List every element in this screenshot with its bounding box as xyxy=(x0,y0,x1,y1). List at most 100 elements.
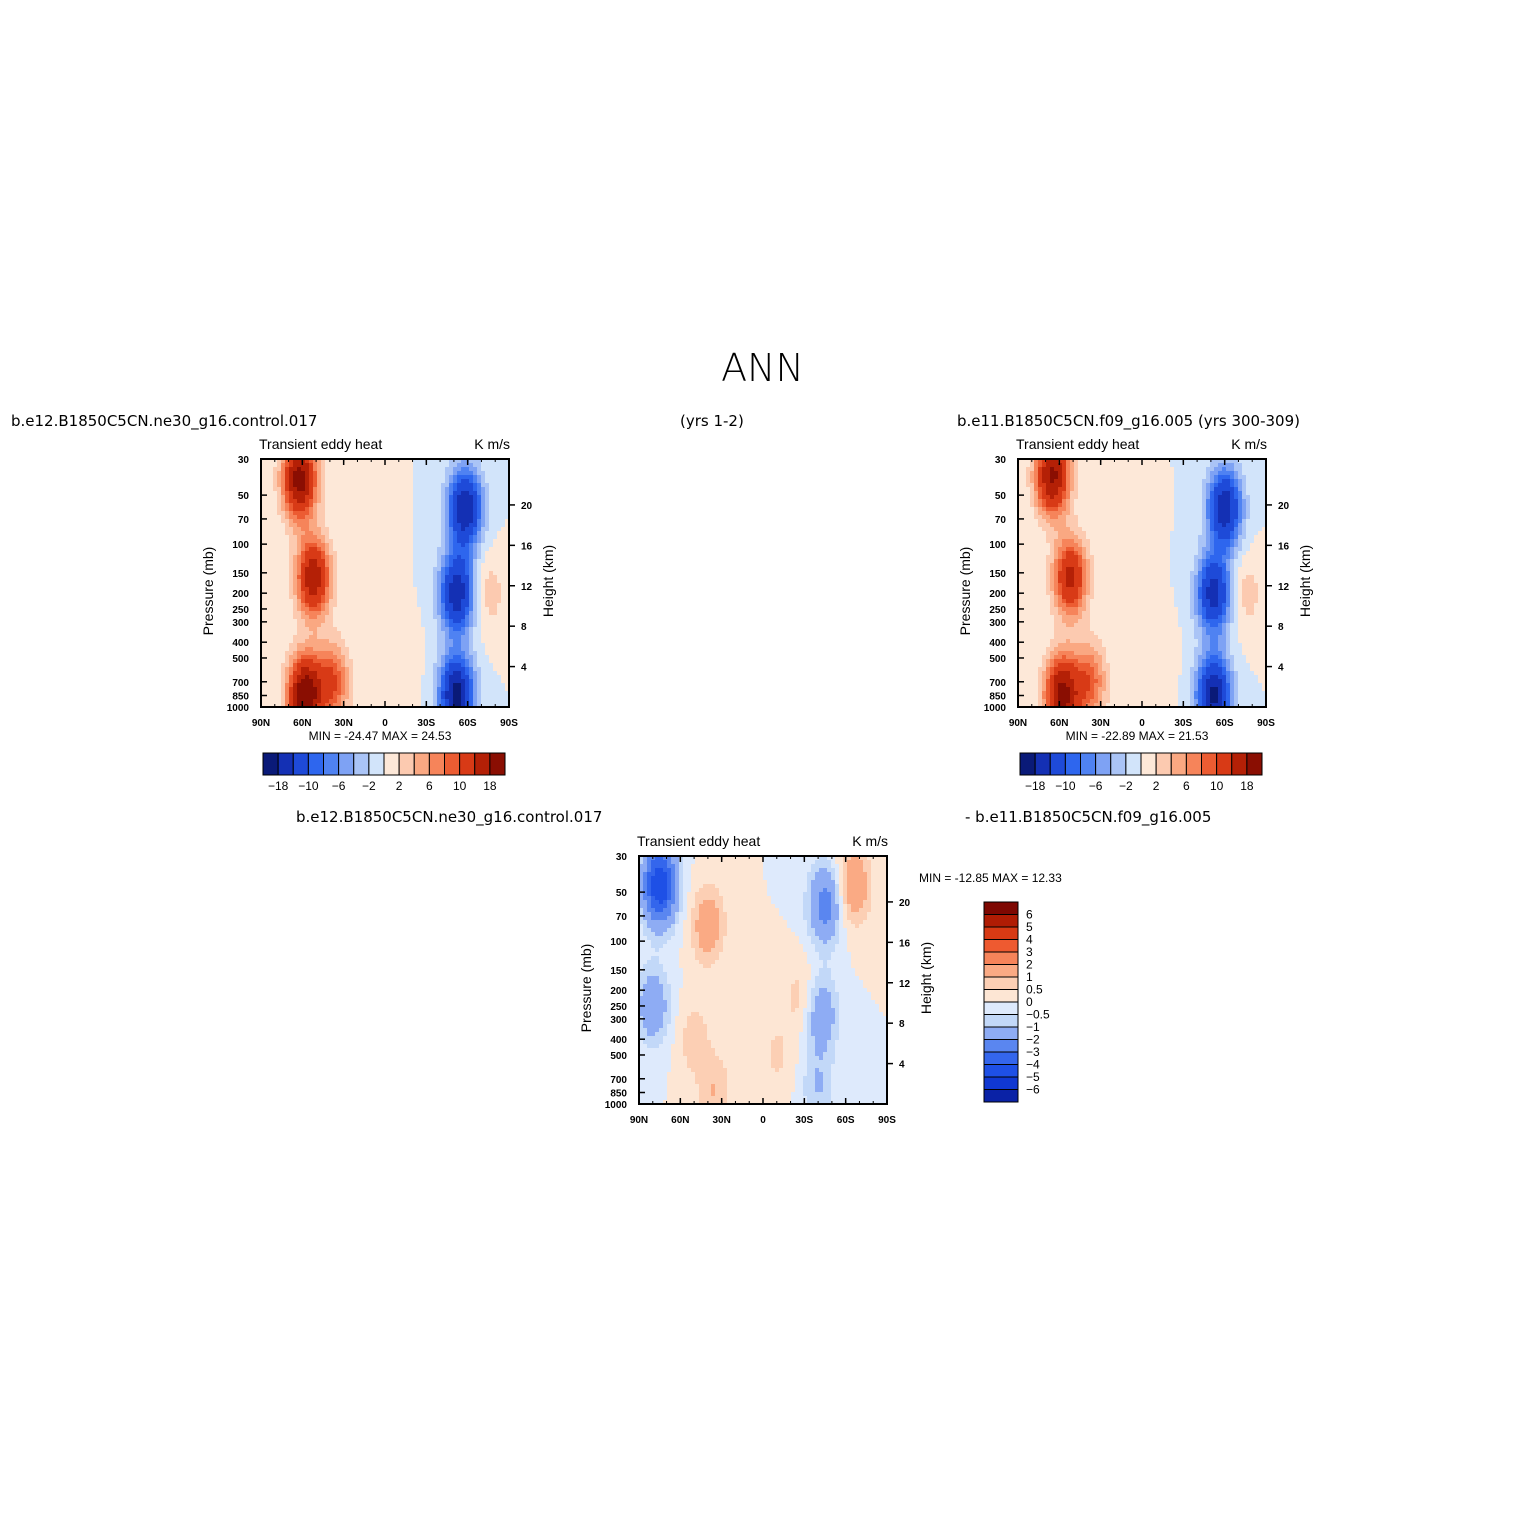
contour-cell xyxy=(377,495,382,500)
contour-cell xyxy=(1034,499,1039,504)
contour-cell xyxy=(1050,483,1055,488)
contour-cell xyxy=(393,631,398,636)
contour-cell xyxy=(389,483,394,488)
contour-cell xyxy=(1074,695,1079,700)
contour-cell xyxy=(381,627,386,632)
contour-cell xyxy=(373,623,378,628)
contour-cell xyxy=(505,511,510,516)
contour-cell xyxy=(481,523,486,528)
contour-cell xyxy=(1030,587,1035,592)
contour-cell xyxy=(1030,479,1035,484)
contour-cell xyxy=(333,683,338,688)
contour-cell xyxy=(365,655,370,660)
contour-cell xyxy=(397,683,402,688)
contour-cell xyxy=(369,639,374,644)
contour-cell xyxy=(469,543,474,548)
contour-cell xyxy=(477,567,482,572)
contour-cell xyxy=(269,703,274,708)
contour-cell xyxy=(321,463,326,468)
contour-cell xyxy=(353,523,358,528)
contour-cell xyxy=(337,543,342,548)
contour-cell xyxy=(449,603,454,608)
contour-cell xyxy=(485,615,490,620)
contour-cell xyxy=(501,611,506,616)
contour-cell xyxy=(465,539,470,544)
contour-cell xyxy=(305,551,310,556)
contour-cell xyxy=(297,635,302,640)
contour-cell xyxy=(1050,611,1055,616)
contour-cell xyxy=(1038,675,1043,680)
contour-cell xyxy=(369,523,374,528)
contour-cell xyxy=(289,659,294,664)
contour-cell xyxy=(317,499,322,504)
contour-cell xyxy=(489,503,494,508)
contour-cell xyxy=(445,495,450,500)
contour-cell xyxy=(489,583,494,588)
contour-cell xyxy=(1046,463,1051,468)
x-tick-label: 0 xyxy=(382,718,388,729)
contour-cell xyxy=(373,503,378,508)
contour-cell xyxy=(389,639,394,644)
contour-cell xyxy=(389,675,394,680)
contour-cell xyxy=(461,471,466,476)
contour-cell xyxy=(345,619,350,624)
contour-cell xyxy=(1030,531,1035,536)
contour-cell xyxy=(441,479,446,484)
contour-cell xyxy=(1034,699,1039,704)
contour-cell xyxy=(429,463,434,468)
contour-cell xyxy=(501,635,506,640)
contour-cell xyxy=(325,571,330,576)
contour-cell xyxy=(453,687,458,692)
contour-cell xyxy=(285,487,290,492)
contour-cell xyxy=(333,567,338,572)
contour-cell xyxy=(505,523,510,528)
contour-cell xyxy=(445,535,450,540)
contour-cell xyxy=(285,607,290,612)
contour-cell xyxy=(269,583,274,588)
contour-cell xyxy=(1070,651,1075,656)
contour-cell xyxy=(417,499,422,504)
contour-cell xyxy=(465,667,470,672)
contour-cell xyxy=(1034,579,1039,584)
contour-cell xyxy=(469,675,474,680)
contour-cell xyxy=(1026,495,1031,500)
contour-cell xyxy=(457,483,462,488)
contour-cell xyxy=(393,651,398,656)
contour-cell xyxy=(385,515,390,520)
contour-cell xyxy=(445,587,450,592)
contour-cell xyxy=(1078,699,1083,704)
contour-cell xyxy=(317,503,322,508)
contour-cell xyxy=(1074,475,1079,480)
contour-cell xyxy=(377,671,382,676)
contour-cell xyxy=(377,555,382,560)
contour-cell xyxy=(1054,611,1059,616)
contour-cell xyxy=(1026,699,1031,704)
contour-cell xyxy=(505,635,510,640)
contour-cell xyxy=(429,639,434,644)
contour-cell xyxy=(413,683,418,688)
contour-cell xyxy=(261,595,266,600)
contour-cell xyxy=(389,511,394,516)
contour-cell xyxy=(481,651,486,656)
contour-cell xyxy=(437,575,442,580)
contour-cell xyxy=(1054,643,1059,648)
contour-cell xyxy=(1066,619,1071,624)
contour-cell xyxy=(301,687,306,692)
contour-cell xyxy=(321,583,326,588)
contour-cell xyxy=(1062,491,1067,496)
contour-cell xyxy=(301,475,306,480)
contour-cell xyxy=(349,515,354,520)
contour-cell xyxy=(1030,655,1035,660)
contour-cell xyxy=(289,599,294,604)
contour-cell xyxy=(281,523,286,528)
contour-cell xyxy=(353,623,358,628)
contour-cell xyxy=(373,687,378,692)
contour-cell xyxy=(501,523,506,528)
contour-cell xyxy=(449,695,454,700)
contour-cell xyxy=(1026,595,1031,600)
contour-cell xyxy=(349,607,354,612)
contour-cell xyxy=(497,531,502,536)
contour-cell xyxy=(441,583,446,588)
contour-cell xyxy=(341,631,346,636)
contour-cell xyxy=(441,495,446,500)
